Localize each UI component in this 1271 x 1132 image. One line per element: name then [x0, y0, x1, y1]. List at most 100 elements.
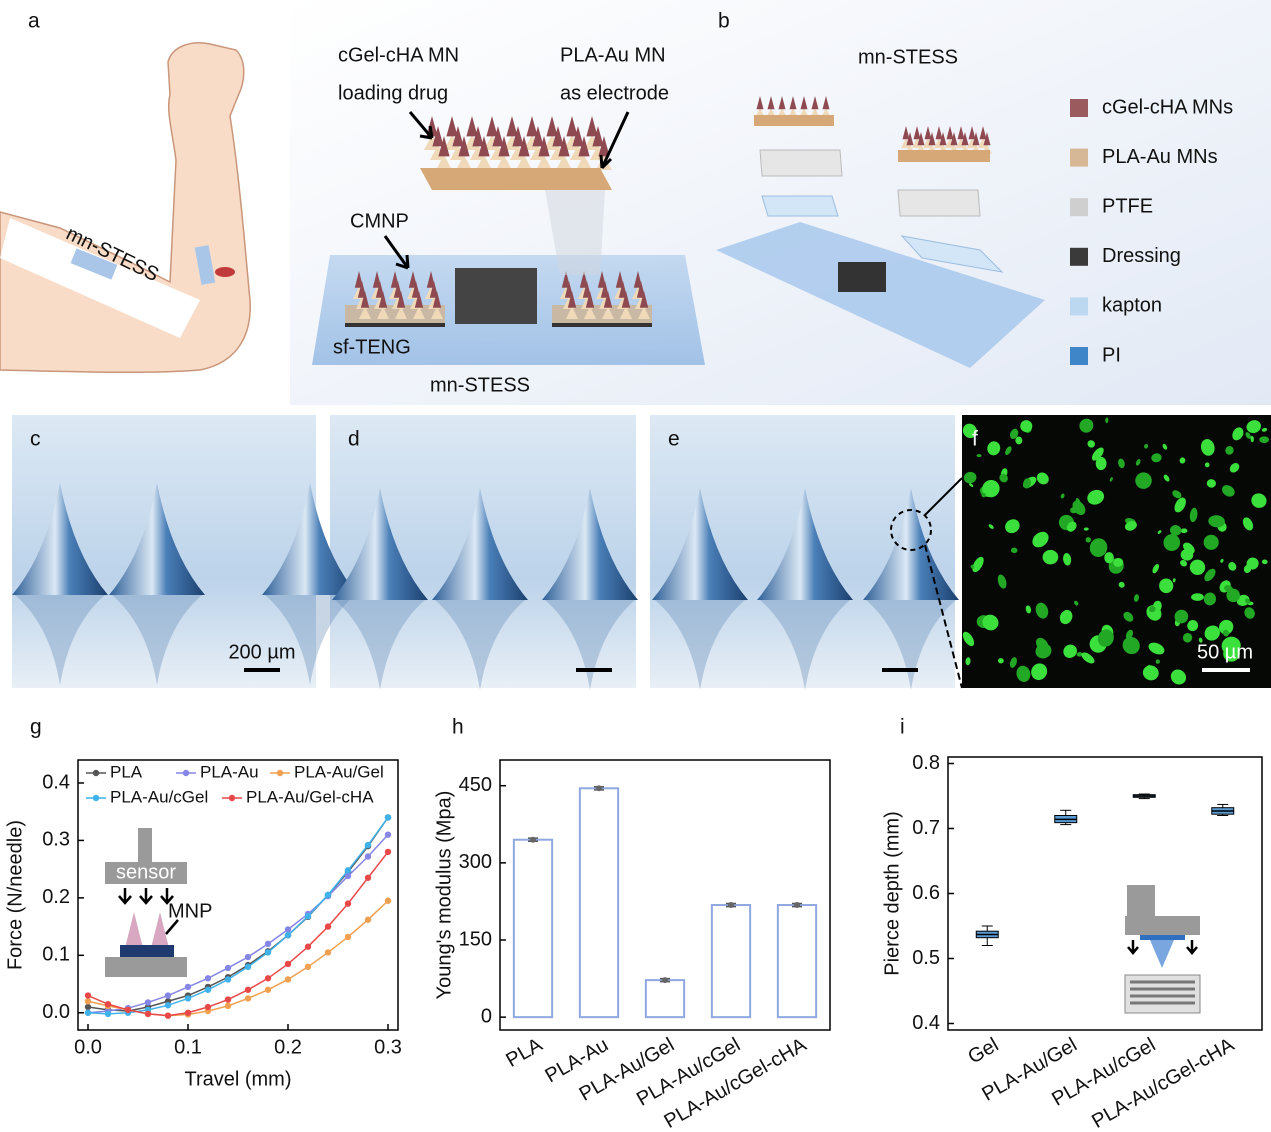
data-point: [204, 1003, 212, 1011]
cell: [1225, 446, 1234, 455]
needle-tip: [913, 126, 921, 140]
data-point: [284, 926, 292, 933]
inset-shape: [120, 945, 148, 957]
needle-tip: [429, 281, 439, 298]
cell: [1162, 443, 1168, 450]
cell: [1122, 636, 1140, 655]
needle-tip: [597, 271, 607, 288]
cell: [1172, 578, 1176, 583]
cell: [1109, 477, 1113, 482]
plot-frame: [947, 756, 1263, 1031]
cell: [1155, 659, 1160, 664]
needle-tip: [492, 126, 504, 147]
needle-tip: [961, 132, 969, 146]
cell: [1174, 609, 1189, 624]
needle-tip: [458, 136, 470, 157]
legend-marker: [92, 769, 100, 777]
needle-base: [496, 154, 512, 170]
cell: [1163, 534, 1181, 552]
needle-base: [602, 306, 614, 319]
needle-tip: [552, 126, 564, 147]
cone-reflection: [545, 600, 635, 690]
needle-tip: [603, 291, 613, 308]
cone: [262, 483, 358, 595]
cell: [982, 614, 999, 631]
cell: [999, 473, 1008, 483]
needle-base: [923, 138, 933, 148]
needle-tip: [636, 281, 646, 298]
arm: [0, 42, 251, 374]
zoom-line: [924, 544, 963, 689]
cone-reflection: [435, 600, 525, 690]
cell: [1261, 559, 1268, 565]
mn-block-edge: [552, 323, 652, 327]
arm-sheet: [0, 218, 200, 338]
legend-label: PLA-Au: [200, 762, 259, 781]
needle-base: [536, 154, 552, 170]
cell: [1170, 669, 1187, 685]
cell: [1200, 439, 1215, 456]
data-point: [84, 1009, 92, 1016]
needle-tip: [946, 126, 954, 140]
needle-base: [584, 306, 596, 319]
cone-reflection: [265, 595, 355, 685]
cell: [1083, 527, 1089, 531]
cell: [1245, 598, 1251, 604]
mn-block-edge: [345, 323, 445, 327]
cell: [1009, 428, 1019, 440]
cell: [1159, 578, 1174, 594]
legend-label: PLA-Au/cGel: [110, 787, 208, 806]
needle-tip: [778, 96, 786, 110]
cell: [1144, 443, 1149, 449]
series-line: [87, 817, 389, 1015]
data-point: [304, 913, 312, 920]
data-point: [364, 874, 372, 881]
legend-label: Dressing: [1102, 245, 1181, 267]
annotation: cGel-cHA MN: [338, 44, 459, 66]
legend: cGel-cHA MNs PLA-Au MNs PTFE Dressing kapton…: [1070, 96, 1233, 366]
cell: [1221, 636, 1241, 655]
cell: [1198, 637, 1203, 643]
cell: [1206, 479, 1217, 488]
inset-shape: [1125, 916, 1200, 935]
data-point: [344, 872, 352, 880]
legend-marker: [182, 769, 190, 777]
data-point: [264, 975, 272, 982]
data-point: [244, 963, 252, 971]
panel-label: f: [972, 428, 978, 451]
inset-shape: [146, 945, 174, 957]
cell: [1259, 436, 1270, 444]
cell: [1076, 652, 1083, 657]
x-tick-label: PLA-Au/cGel-cHA: [1088, 1034, 1238, 1132]
needle-base: [556, 154, 572, 170]
needle-base: [476, 154, 492, 170]
needle-tip: [472, 126, 484, 147]
legend-label: PLA-Au/Gel-cHA: [246, 787, 374, 806]
annotation: PLA-Au MN: [560, 44, 666, 66]
cell: [1104, 552, 1114, 564]
cell: [1079, 418, 1094, 433]
cell: [1203, 592, 1217, 606]
cell: [987, 441, 1001, 456]
mean-point: [794, 902, 800, 909]
zoom-cone: [545, 190, 605, 275]
panel-title: mn-STESS: [858, 46, 958, 68]
cone: [542, 488, 638, 600]
zoom-circle: [890, 509, 932, 551]
data-point: [324, 923, 332, 930]
needle-tip: [414, 291, 424, 308]
cell: [965, 657, 971, 666]
needle-tip: [393, 281, 403, 298]
needle-tip: [579, 271, 589, 288]
cell: [1063, 644, 1077, 658]
mean-point: [530, 836, 536, 843]
cone-reflection: [335, 600, 425, 690]
cell: [990, 444, 995, 449]
needle-base: [912, 138, 922, 148]
cell: [1095, 456, 1107, 471]
data-point: [224, 976, 232, 983]
x-tick-label: 0.2: [274, 1036, 302, 1058]
cell: [1204, 568, 1216, 582]
cell: [1261, 427, 1268, 432]
needle-tip: [452, 126, 464, 147]
